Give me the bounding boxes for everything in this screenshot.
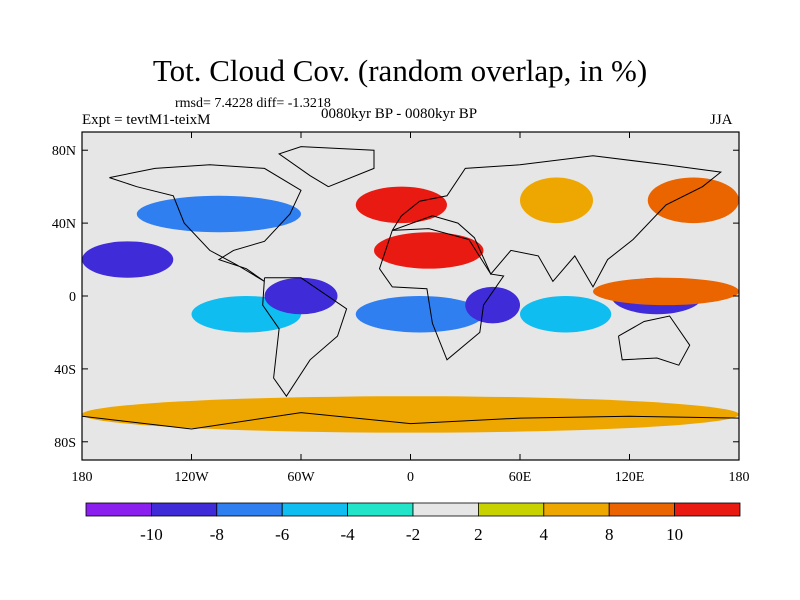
- coastline-3: [391, 155, 723, 288]
- colorbar-label: -8: [210, 525, 224, 544]
- anomaly-region-12: [647, 177, 739, 224]
- x-tick-label: 120E: [615, 470, 645, 485]
- y-tick-label: 40N: [52, 217, 76, 232]
- colorbar-label: -4: [341, 525, 356, 544]
- stats-text: rmsd= 7.4228 diff= -1.3218: [175, 96, 331, 111]
- y-tick-label: 80N: [52, 144, 76, 159]
- colorbar-box: [477, 502, 545, 517]
- coastline-0: [109, 164, 302, 282]
- anomaly-region-8: [374, 232, 484, 269]
- anomaly-region-1: [136, 195, 301, 233]
- colorbar-label: 2: [474, 525, 483, 544]
- colorbar-label: -6: [275, 525, 289, 544]
- y-tick-label: 0: [69, 290, 76, 305]
- colorbar-box: [543, 502, 610, 517]
- chart-title: Tot. Cloud Cov. (random overlap, in %): [152, 53, 648, 88]
- colorbar-box: [150, 502, 218, 517]
- anomaly-field: [82, 177, 739, 433]
- colorbar-label: 4: [540, 525, 549, 544]
- colorbar-box: [347, 502, 414, 517]
- coastline-5: [278, 146, 375, 188]
- y-tick-label: 40S: [54, 363, 76, 378]
- x-axis: 180 120W 60W 0 60E 120E 180: [72, 132, 750, 485]
- coastline-4: [618, 315, 691, 366]
- anomaly-region-5: [465, 286, 520, 324]
- x-tick-label: 120W: [174, 470, 209, 485]
- colorbar: -10 -8 -6 -4 -2 2 4 8 10: [85, 502, 741, 544]
- colorbar-box: [216, 502, 283, 517]
- colorbar-label: -2: [406, 525, 420, 544]
- experiment-text: Expt = tevtM1-teixM: [82, 112, 211, 128]
- anomaly-region-10: [520, 177, 593, 224]
- x-tick-label: 60E: [509, 470, 532, 485]
- anomaly-region-0: [82, 241, 174, 278]
- colorbar-box: [608, 502, 676, 517]
- anomaly-region-13: [82, 396, 739, 433]
- x-tick-label: 180: [729, 470, 750, 485]
- colorbar-box: [281, 502, 349, 517]
- coastline-6: [82, 412, 739, 430]
- period-text: 0080kyr BP - 0080kyr BP: [321, 106, 478, 122]
- coastlines: [82, 146, 739, 430]
- colorbar-label: 10: [666, 525, 683, 544]
- anomaly-region-9: [355, 186, 447, 224]
- coastline-2: [378, 228, 505, 361]
- colorbar-label: 8: [605, 525, 614, 544]
- anomaly-region-11: [593, 277, 739, 306]
- anomaly-region-3: [264, 277, 338, 315]
- x-tick-label: 0: [407, 470, 414, 485]
- colorbar-box: [412, 502, 479, 517]
- colorbar-box: [674, 502, 741, 517]
- y-axis: 80N 40N 0 40S 80S: [52, 144, 739, 451]
- colorbar-label: -10: [140, 525, 163, 544]
- anomaly-region-4: [355, 296, 484, 333]
- anomaly-region-6: [520, 296, 612, 333]
- x-tick-label: 60W: [287, 470, 315, 485]
- colorbar-box: [85, 502, 152, 517]
- season-text: JJA: [710, 112, 733, 128]
- coastline-1: [262, 277, 348, 398]
- y-tick-label: 80S: [54, 436, 76, 451]
- x-tick-label: 180: [72, 470, 93, 485]
